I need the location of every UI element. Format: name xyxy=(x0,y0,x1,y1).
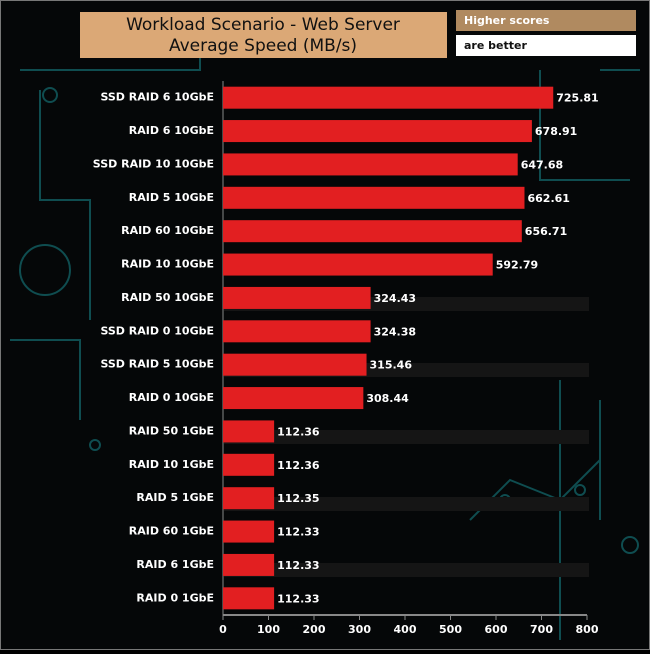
bar xyxy=(223,487,275,510)
note-box xyxy=(456,35,636,56)
y-tick-label: RAID 50 10GbE xyxy=(121,291,214,304)
bar xyxy=(223,353,367,376)
bar xyxy=(223,153,518,176)
title-box xyxy=(80,12,447,58)
note-box xyxy=(456,10,636,31)
x-tick-label: 500 xyxy=(439,623,462,636)
y-tick-label: RAID 0 1GbE xyxy=(136,591,214,604)
x-tick-label: 600 xyxy=(485,623,508,636)
value-label: 308.44 xyxy=(366,392,409,405)
x-tick-label: 0 xyxy=(219,623,227,636)
value-label: 112.36 xyxy=(277,459,320,472)
bar xyxy=(223,120,532,143)
x-tick-label: 300 xyxy=(348,623,371,636)
y-tick-label: SSD RAID 10 10GbE xyxy=(93,157,214,170)
value-label: 678.91 xyxy=(535,125,577,138)
value-label: 656.71 xyxy=(525,225,567,238)
bar xyxy=(223,286,371,309)
y-tick-label: SSD RAID 0 10GbE xyxy=(100,324,214,337)
y-tick-label: SSD RAID 6 10GbE xyxy=(100,91,214,104)
value-label: 315.46 xyxy=(370,359,413,372)
y-tick-label: RAID 60 10GbE xyxy=(121,224,214,237)
bar xyxy=(223,453,275,476)
bar xyxy=(223,253,493,276)
y-tick-label: RAID 0 10GbE xyxy=(129,391,214,404)
value-label: 112.33 xyxy=(277,592,319,605)
bar xyxy=(223,220,522,243)
bar xyxy=(223,387,364,410)
y-tick-label: RAID 50 1GbE xyxy=(129,424,214,437)
chart-title: Workload Scenario - Web Server xyxy=(126,15,400,35)
value-label: 112.36 xyxy=(277,425,320,438)
y-tick-label: RAID 6 1GbE xyxy=(136,558,214,571)
annotation: are better xyxy=(464,39,527,52)
bar xyxy=(223,86,554,109)
y-tick-label: RAID 60 1GbE xyxy=(129,525,214,538)
x-tick-label: 100 xyxy=(257,623,280,636)
y-tick-label: RAID 10 10GbE xyxy=(121,258,214,271)
x-tick-label: 400 xyxy=(394,623,417,636)
value-label: 662.61 xyxy=(527,192,569,205)
value-label: 592.79 xyxy=(496,259,538,272)
x-tick-label: 700 xyxy=(530,623,553,636)
y-tick-label: SSD RAID 5 10GbE xyxy=(100,358,214,371)
bar xyxy=(223,186,525,209)
chart-subtitle: Average Speed (MB/s) xyxy=(169,36,357,56)
value-label: 112.35 xyxy=(277,492,319,505)
y-tick-label: RAID 6 10GbE xyxy=(129,124,214,137)
value-label: 647.68 xyxy=(521,158,563,171)
value-label: 324.43 xyxy=(374,292,416,305)
value-label: 112.33 xyxy=(277,559,319,572)
x-tick-label: 200 xyxy=(303,623,326,636)
bar xyxy=(223,553,275,576)
bar xyxy=(223,520,275,543)
bar xyxy=(223,587,275,610)
y-tick-label: RAID 5 1GbE xyxy=(136,491,214,504)
value-label: 324.38 xyxy=(374,325,416,338)
value-label: 725.81 xyxy=(556,92,598,105)
y-tick-label: RAID 5 10GbE xyxy=(129,191,214,204)
annotation: Higher scores xyxy=(464,14,550,27)
x-tick-label: 800 xyxy=(576,623,599,636)
bar xyxy=(223,320,371,343)
value-label: 112.33 xyxy=(277,526,319,539)
bar xyxy=(223,420,275,443)
y-tick-label: RAID 10 1GbE xyxy=(129,458,214,471)
